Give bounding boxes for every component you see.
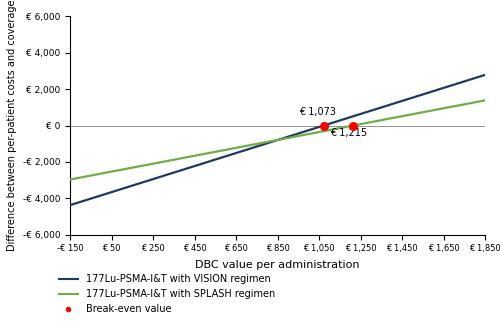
Legend: 177Lu-PSMA-I&T with VISION regimen, 177Lu-PSMA-I&T with SPLASH regimen, Break-ev: 177Lu-PSMA-I&T with VISION regimen, 177L… (55, 270, 279, 318)
Text: € 1,073: € 1,073 (299, 108, 336, 123)
Point (320, 123, 328, 128)
X-axis label: DBC value per administration: DBC value per administration (195, 260, 360, 270)
Y-axis label: Difference between per-patient costs and coverage: Difference between per-patient costs and… (7, 0, 17, 251)
Point (349, 123, 357, 128)
Text: € 1,215: € 1,215 (330, 128, 368, 139)
